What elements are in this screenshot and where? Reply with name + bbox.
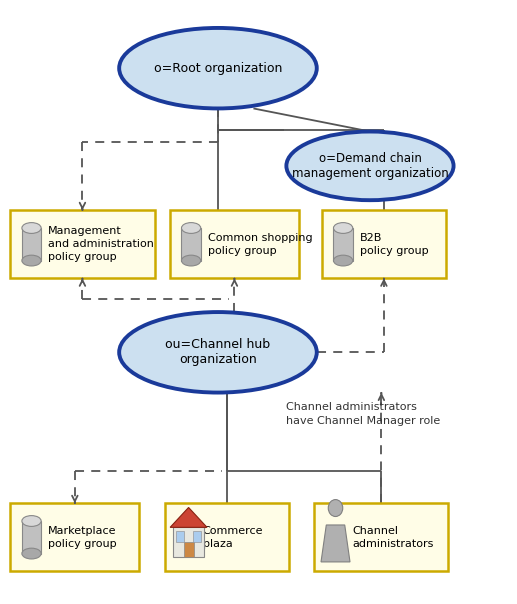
Ellipse shape [119, 28, 317, 109]
Text: Channel administrators
have Channel Manager role: Channel administrators have Channel Mana… [286, 402, 440, 426]
Ellipse shape [328, 500, 343, 516]
Text: Common shopping
policy group: Common shopping policy group [208, 233, 312, 256]
Text: Channel
administrators: Channel administrators [352, 525, 434, 549]
FancyBboxPatch shape [170, 210, 299, 278]
Text: Management
and administration
policy group: Management and administration policy gro… [48, 226, 154, 263]
Ellipse shape [181, 223, 201, 233]
Ellipse shape [22, 516, 41, 527]
FancyBboxPatch shape [322, 210, 446, 278]
Bar [184, 542, 193, 557]
Bar [22, 228, 41, 260]
FancyBboxPatch shape [165, 503, 289, 571]
Text: o=Demand chain
management organization: o=Demand chain management organization [292, 152, 448, 180]
Text: ou=Channel hub
organization: ou=Channel hub organization [165, 338, 270, 366]
FancyBboxPatch shape [10, 210, 155, 278]
Text: Marketplace
policy group: Marketplace policy group [48, 525, 117, 549]
Text: B2B
policy group: B2B policy group [360, 233, 429, 256]
Bar [333, 228, 353, 260]
Text: o=Root organization: o=Root organization [154, 62, 282, 75]
Ellipse shape [286, 132, 453, 200]
Ellipse shape [119, 312, 317, 393]
Text: Commerce
plaza: Commerce plaza [203, 525, 263, 549]
Polygon shape [170, 507, 207, 527]
Ellipse shape [333, 223, 353, 233]
FancyBboxPatch shape [314, 503, 449, 571]
Bar [176, 532, 184, 542]
FancyBboxPatch shape [10, 503, 140, 571]
Bar [22, 521, 41, 553]
Polygon shape [321, 525, 350, 562]
Ellipse shape [181, 255, 201, 266]
Bar [193, 532, 201, 542]
Ellipse shape [22, 255, 41, 266]
Ellipse shape [22, 548, 41, 559]
Ellipse shape [333, 255, 353, 266]
Bar [181, 228, 201, 260]
Ellipse shape [22, 223, 41, 233]
Bar [173, 527, 204, 557]
